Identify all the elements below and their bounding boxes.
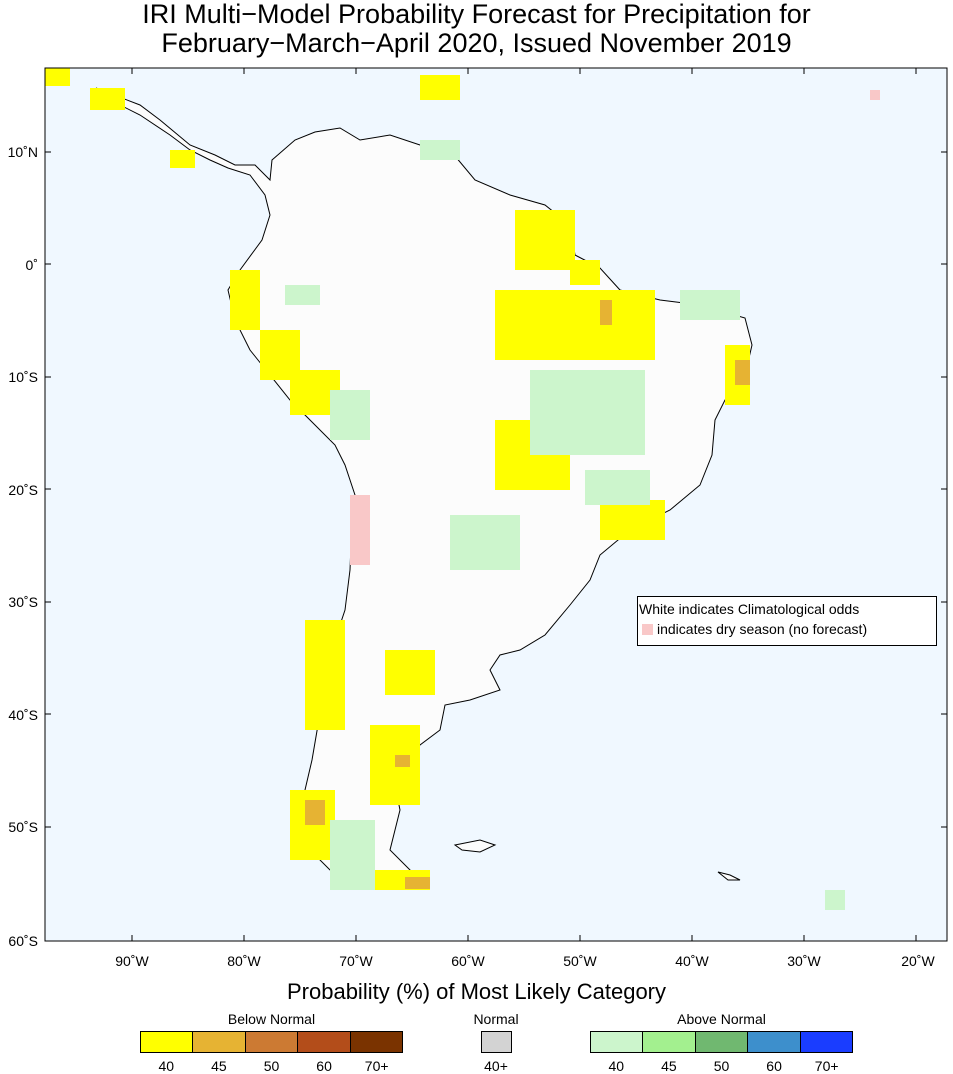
lon-label-90w: 90˚W	[115, 953, 149, 969]
longitude-labels: 90˚W 80˚W 70˚W 60˚W 50˚W 40˚W 30˚W 20˚W	[115, 953, 935, 969]
below-normal-swatch-45	[193, 1032, 246, 1052]
forecast-cell	[405, 877, 430, 889]
forecast-cell	[330, 820, 375, 890]
legend-dry-season-text: indicates dry season (no forecast)	[657, 621, 868, 637]
above-normal-tick-label: 45	[661, 1058, 677, 1074]
forecast-cell	[825, 890, 845, 910]
forecast-map: 10˚N 0˚ 10˚S 20˚S 30˚S 40˚S 50˚S 60˚S 90…	[8, 67, 948, 969]
above-normal-colorbar	[590, 1031, 853, 1053]
legend-climatology-text: White indicates Climatological odds	[639, 601, 860, 617]
above-normal-swatch-60	[748, 1032, 801, 1052]
dry-season-swatch	[642, 624, 653, 635]
forecast-cell	[870, 90, 880, 100]
lon-label-80w: 80˚W	[227, 953, 261, 969]
map-title-line2: February−March−April 2020, Issued Novemb…	[161, 28, 792, 58]
forecast-cell	[170, 150, 195, 168]
lat-label-20s: 20˚S	[8, 482, 38, 498]
forecast-cell	[450, 515, 520, 570]
below-normal-swatch-40	[141, 1032, 194, 1052]
map-title-line1: IRI Multi−Model Probability Forecast for…	[142, 0, 811, 29]
forecast-cell	[495, 290, 655, 360]
lat-label-10s: 10˚S	[8, 369, 38, 385]
above-normal-ticks: 40 45 50 60 70+	[590, 1058, 853, 1074]
normal-ticks: 40+	[466, 1058, 526, 1074]
forecast-cell	[385, 650, 435, 695]
above-normal-swatch-45	[643, 1032, 696, 1052]
forecast-cell	[90, 88, 125, 110]
forecast-cell	[735, 360, 750, 385]
below-normal-tick-label: 70+	[364, 1058, 389, 1074]
lat-label-40s: 40˚S	[8, 707, 38, 723]
south-georgia	[717, 871, 741, 881]
lon-label-30w: 30˚W	[787, 953, 821, 969]
lat-label-50s: 50˚S	[8, 819, 38, 835]
lat-label-60s: 60˚S	[8, 933, 38, 949]
lat-label-0: 0˚	[26, 257, 38, 273]
lon-label-20w: 20˚W	[901, 953, 935, 969]
forecast-cell	[45, 68, 70, 86]
forecast-cell	[570, 260, 600, 285]
forecast-cell	[350, 495, 370, 565]
above-normal-tick-label: 40	[608, 1058, 625, 1074]
lon-label-40w: 40˚W	[675, 953, 709, 969]
below-normal-swatch-70+	[350, 1032, 403, 1052]
above-normal-label: Above Normal	[677, 1011, 766, 1027]
forecast-cell	[305, 620, 345, 730]
map-frame	[44, 67, 948, 942]
above-normal-swatch-50	[695, 1032, 749, 1052]
below-normal-ticks: 40 45 50 60 70+	[140, 1058, 403, 1074]
below-normal-tick-label: 45	[211, 1058, 227, 1074]
forecast-cell	[530, 370, 645, 455]
normal-swatch-40+	[482, 1032, 511, 1052]
forecast-cell	[585, 470, 650, 505]
above-normal-swatch-40	[591, 1032, 644, 1052]
normal-colorbar	[481, 1031, 512, 1053]
axis-ticks	[45, 68, 947, 942]
lon-label-60w: 60˚W	[451, 953, 485, 969]
normal-tick-label: 40+	[484, 1058, 508, 1074]
forecast-cell	[230, 270, 260, 330]
below-normal-label: Below Normal	[227, 1011, 316, 1027]
falkland-islands	[453, 839, 497, 853]
below-normal-swatch-60	[298, 1032, 351, 1052]
above-normal-tick-label: 60	[766, 1058, 782, 1074]
lon-label-50w: 50˚W	[563, 953, 597, 969]
forecast-cell	[285, 285, 320, 305]
lon-label-70w: 70˚W	[339, 953, 373, 969]
forecast-blocks	[45, 68, 880, 910]
below-normal-swatch-50	[245, 1032, 299, 1052]
forecast-cell	[330, 390, 370, 440]
forecast-cell	[420, 75, 460, 100]
legend-dry-season-row: indicates dry season (no forecast)	[638, 619, 936, 639]
forecast-cell	[395, 755, 410, 767]
below-normal-colorbar	[140, 1031, 403, 1053]
forecast-cell	[305, 800, 325, 825]
forecast-cell	[680, 290, 740, 320]
below-normal-tick-label: 40	[158, 1058, 175, 1074]
normal-label: Normal	[473, 1011, 519, 1027]
above-normal-tick-label: 50	[713, 1058, 730, 1074]
latitude-labels: 10˚N 0˚ 10˚S 20˚S 30˚S 40˚S 50˚S 60˚S	[8, 144, 38, 949]
below-normal-tick-label: 50	[263, 1058, 280, 1074]
below-normal-tick-label: 60	[316, 1058, 332, 1074]
forecast-cell	[600, 300, 612, 325]
lat-label-10n: 10˚N	[8, 144, 38, 160]
above-normal-swatch-70+	[800, 1032, 853, 1052]
forecast-cell	[600, 500, 665, 540]
forecast-cell	[515, 210, 575, 270]
forecast-cell	[420, 140, 460, 160]
lat-label-30s: 30˚S	[8, 594, 38, 610]
colorbar-title: Probability (%) of Most Likely Category	[286, 979, 667, 1004]
map-legend: White indicates Climatological odds indi…	[637, 596, 937, 646]
above-normal-tick-label: 70+	[814, 1058, 839, 1074]
